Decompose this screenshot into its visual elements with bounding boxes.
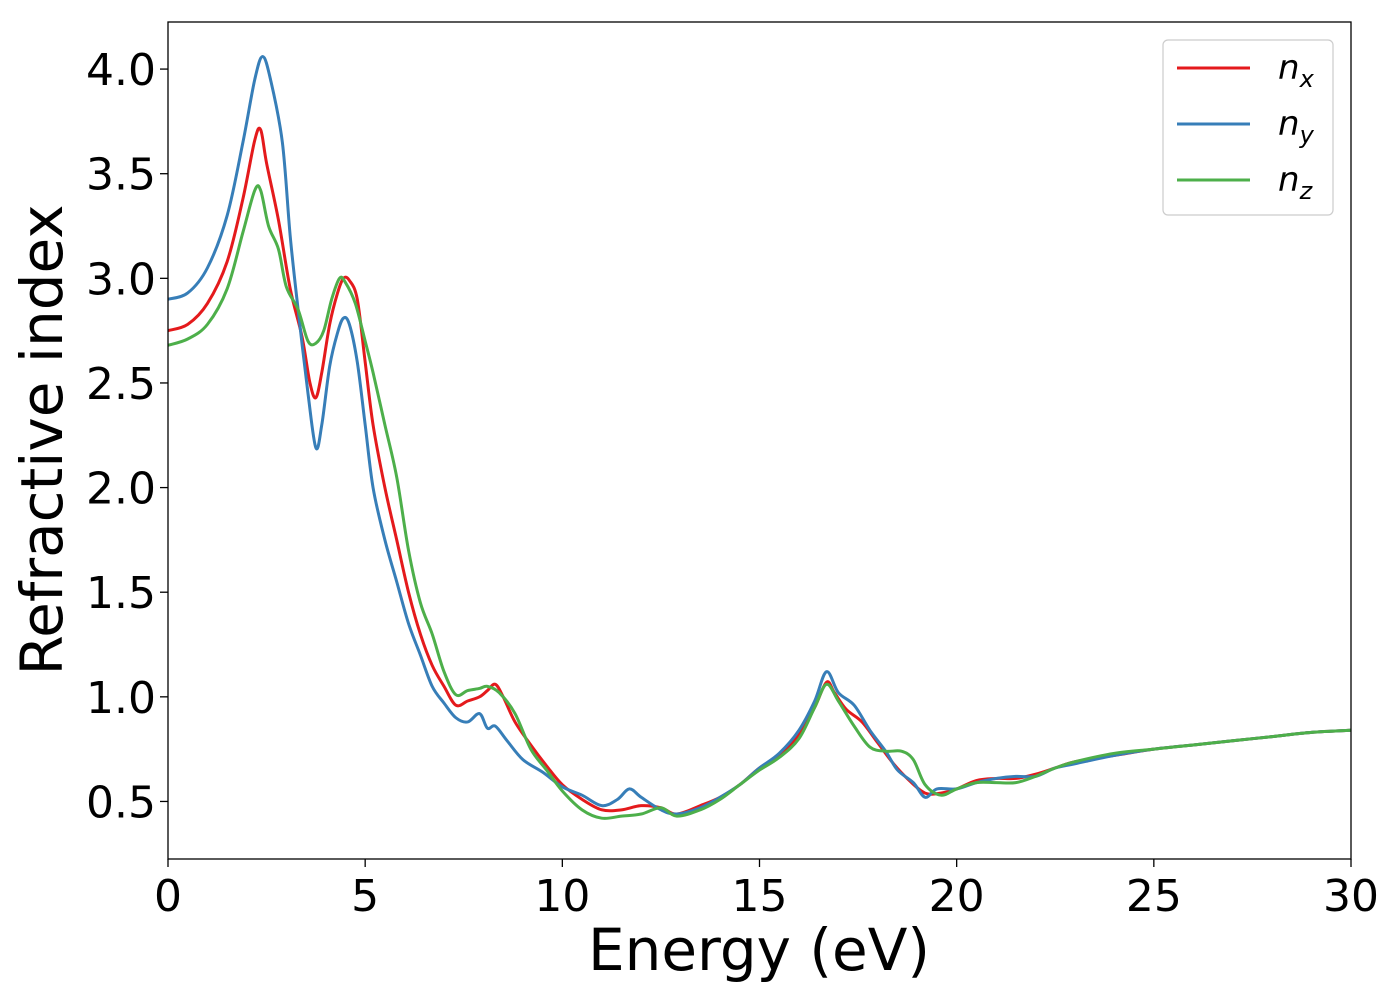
- x-axis-ticks: 0 5 10 15 20 25 30: [154, 859, 1379, 922]
- y-tick-label: 2.5: [86, 359, 156, 410]
- y-tick-label: 1.5: [86, 568, 156, 619]
- x-tick-label: 15: [732, 871, 788, 922]
- legend-box: [1162, 39, 1334, 216]
- x-tick-label: 30: [1323, 871, 1379, 922]
- y-tick-label: 2.0: [86, 464, 156, 515]
- x-tick-label: 0: [154, 871, 182, 922]
- x-tick-label: 20: [929, 871, 985, 922]
- y-axis-title: Refractive index: [8, 204, 76, 675]
- x-axis-title: Energy (eV): [588, 916, 930, 984]
- y-axis-ticks: 0.5 1.0 1.5 2.0 2.5 3.0 3.5 4.0: [86, 45, 168, 828]
- series-line-nz: [168, 184, 1351, 820]
- series-line-nx: [168, 126, 1351, 816]
- x-tick-label: 10: [534, 871, 590, 922]
- y-tick-label: 1.0: [86, 673, 156, 724]
- y-tick-label: 3.5: [86, 150, 156, 201]
- series-layer: [168, 55, 1351, 820]
- legend: nx ny nz: [1162, 39, 1334, 216]
- legend-label-nx: nx: [1278, 48, 1315, 93]
- x-tick-label: 5: [351, 871, 379, 922]
- y-tick-label: 0.5: [86, 777, 156, 828]
- legend-label-nz: nz: [1278, 160, 1314, 205]
- legend-label-ny: ny: [1278, 104, 1315, 149]
- y-tick-label: 4.0: [86, 45, 156, 96]
- y-tick-label: 3.0: [86, 254, 156, 305]
- x-tick-label: 25: [1126, 871, 1182, 922]
